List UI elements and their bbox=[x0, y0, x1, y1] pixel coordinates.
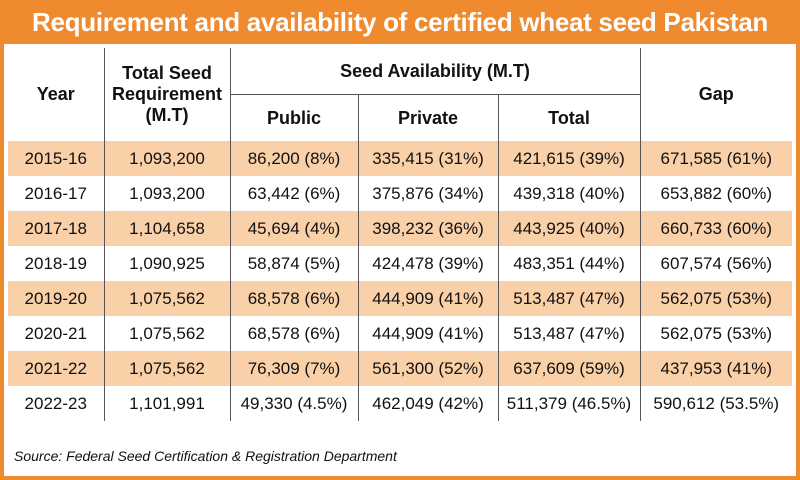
cell-gap: 562,075 (53%) bbox=[660, 323, 773, 343]
cell-requirement: 1,104,658 bbox=[104, 211, 231, 246]
table-row: 2019-20 1,075,562 68,578 (6%) 444,909 (41%)… bbox=[8, 281, 792, 316]
cell-total: 443,925 (40%) bbox=[498, 211, 641, 246]
cell-private: 444,909 (41%) bbox=[358, 281, 499, 316]
cell-public: 86,200 (8%) bbox=[230, 141, 359, 176]
table-row: 2022-23 1,101,991 49,330 (4.5%) 462,049 (42… bbox=[8, 386, 792, 421]
cell-year: 2021-22 bbox=[8, 351, 105, 386]
cell-total: 511,379 (46.5%) bbox=[498, 386, 641, 421]
header-total: Total bbox=[498, 94, 641, 141]
cell-public: 68,578 (6%) bbox=[230, 316, 359, 351]
cell-requirement: 1,075,562 bbox=[104, 351, 231, 386]
table-row: 2015-16 1,093,200 86,200 (8%) 335,415 (31%)… bbox=[8, 141, 792, 176]
cell-year: 2022-23 bbox=[8, 386, 105, 421]
cell-gap: 590,612 (53.5%) bbox=[653, 393, 780, 413]
cell-requirement: 1,093,200 bbox=[104, 141, 231, 176]
cell-total: 637,609 (59%) bbox=[498, 351, 641, 386]
cell-total: 439,318 (40%) bbox=[498, 176, 641, 211]
cell-year: 2018-19 bbox=[8, 246, 105, 281]
table-row: 2018-19 1,090,925 58,874 (5%) 424,478 (39%)… bbox=[8, 246, 792, 281]
cell-gap: 671,585 (61%) bbox=[640, 141, 792, 176]
cell-year: 2016-17 bbox=[8, 176, 105, 211]
table-row: 2016-17 1,093,200 63,442 (6%) 375,876 (34%)… bbox=[8, 176, 792, 211]
cell-year: 2019-20 bbox=[8, 281, 105, 316]
cell-gap: 660,733 (60%) bbox=[640, 211, 792, 246]
cell-public: 68,578 (6%) bbox=[230, 281, 359, 316]
cell-public: 63,442 (6%) bbox=[230, 176, 359, 211]
table-row: 2021-22 1,075,562 76,309 (7%) 561,300 (52%)… bbox=[8, 351, 792, 386]
cell-gap: 653,882 (60%) bbox=[660, 183, 773, 203]
cell-private: 424,478 (39%) bbox=[358, 246, 499, 281]
cell-total: 483,351 (44%) bbox=[498, 246, 641, 281]
header-gap: Gap bbox=[698, 84, 734, 104]
cell-public: 76,309 (7%) bbox=[230, 351, 359, 386]
chart-title: Requirement and availability of certifie… bbox=[32, 7, 768, 37]
cell-requirement: 1,075,562 bbox=[104, 316, 231, 351]
cell-private: 561,300 (52%) bbox=[358, 351, 499, 386]
header-availability: Seed Availability (M.T) bbox=[230, 48, 641, 95]
cell-total: 513,487 (47%) bbox=[498, 281, 641, 316]
cell-requirement: 1,075,562 bbox=[104, 281, 231, 316]
header-year: Year bbox=[8, 48, 105, 141]
cell-private: 462,049 (42%) bbox=[358, 386, 499, 421]
cell-requirement: 1,090,925 bbox=[104, 246, 231, 281]
cell-gap: 562,075 (53%) bbox=[640, 281, 792, 316]
table-row: 2020-21 1,075,562 68,578 (6%) 444,909 (41%)… bbox=[8, 316, 792, 351]
header-public: Public bbox=[230, 94, 359, 141]
cell-gap: 437,953 (41%) bbox=[640, 351, 792, 386]
table-body: 2015-16 1,093,200 86,200 (8%) 335,415 (31%)… bbox=[8, 141, 792, 421]
cell-gap: 607,574 (56%) bbox=[660, 253, 773, 273]
cell-requirement: 1,101,991 bbox=[104, 386, 231, 421]
cell-total: 421,615 (39%) bbox=[498, 141, 641, 176]
cell-year: 2015-16 bbox=[8, 141, 105, 176]
cell-requirement: 1,093,200 bbox=[104, 176, 231, 211]
cell-private: 444,909 (41%) bbox=[358, 316, 499, 351]
cell-private: 375,876 (34%) bbox=[358, 176, 499, 211]
seed-table: Year Total Seed Requirement (M.T) Seed A… bbox=[8, 48, 792, 421]
cell-year: 2017-18 bbox=[8, 211, 105, 246]
source-note: Source: Federal Seed Certification & Reg… bbox=[14, 448, 397, 464]
table-row: 2017-18 1,104,658 45,694 (4%) 398,232 (36%)… bbox=[8, 211, 792, 246]
cell-private: 398,232 (36%) bbox=[358, 211, 499, 246]
header-private: Private bbox=[358, 94, 499, 141]
cell-year: 2020-21 bbox=[8, 316, 105, 351]
cell-public: 45,694 (4%) bbox=[230, 211, 359, 246]
cell-private: 335,415 (31%) bbox=[358, 141, 499, 176]
table-panel: Year Total Seed Requirement (M.T) Seed A… bbox=[4, 44, 796, 476]
cell-public: 58,874 (5%) bbox=[230, 246, 359, 281]
cell-total: 513,487 (47%) bbox=[498, 316, 641, 351]
cell-public: 49,330 (4.5%) bbox=[230, 386, 359, 421]
header-requirement: Total Seed Requirement (M.T) bbox=[104, 48, 231, 141]
